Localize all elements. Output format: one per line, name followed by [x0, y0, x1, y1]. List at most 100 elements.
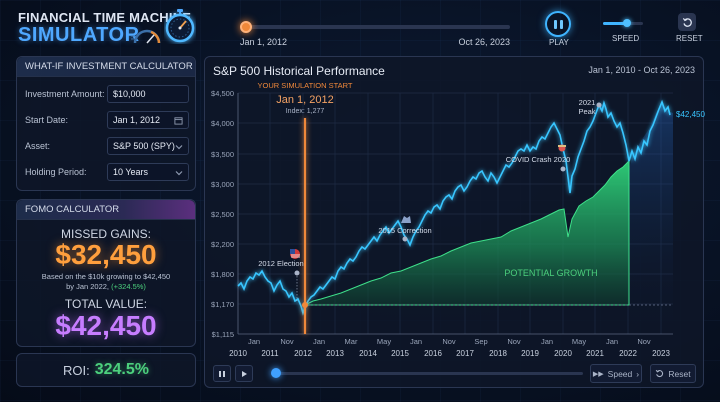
- svg-text:Jan: Jan: [313, 337, 325, 346]
- reset-button[interactable]: [678, 13, 696, 31]
- svg-text:2010: 2010: [229, 349, 247, 358]
- chevron-down-icon: [175, 145, 183, 150]
- svg-text:2011: 2011: [261, 349, 279, 358]
- playback-knob[interactable]: [271, 368, 281, 378]
- chart-speed-label: Speed: [607, 368, 633, 379]
- chart-pause-button[interactable]: [213, 365, 231, 382]
- chevron-right-icon: ›: [636, 368, 640, 379]
- y-axis-labels: $4,500 $4,000 $3,500 $3,000 $2,500 $2,200 $…: [211, 89, 234, 339]
- timeline-thumb[interactable]: [240, 21, 252, 33]
- play-label: PLAY: [549, 38, 569, 47]
- total-value-label: TOTAL VALUE:: [64, 297, 148, 311]
- start-date-label: Start Date:: [25, 115, 69, 125]
- svg-text:2020: 2020: [554, 349, 572, 358]
- asset-select[interactable]: S&P 500 (SPY): [107, 137, 189, 155]
- potential-growth-label: POTENTIAL GROWTH: [504, 268, 597, 278]
- svg-text:Nov: Nov: [280, 337, 294, 346]
- simulation-start-date: Jan 1, 2012: [276, 94, 334, 106]
- reset-label: RESET: [676, 34, 703, 43]
- flag-icon: [290, 249, 300, 259]
- chart-title: S&P 500 Historical Performance: [213, 64, 385, 78]
- svg-text:2017: 2017: [456, 349, 474, 358]
- svg-text:2015: 2015: [391, 349, 409, 358]
- svg-text:2012: 2012: [294, 349, 312, 358]
- fomo-note: Based on the $10k growing to $42,450 by …: [17, 272, 195, 292]
- roi-label: ROI:: [63, 362, 90, 378]
- speed-slider[interactable]: [603, 19, 643, 28]
- chart-reset-label: Reset: [668, 368, 691, 379]
- svg-text:Nov: Nov: [442, 337, 456, 346]
- roi-panel: ROI: 324.5%: [16, 353, 196, 387]
- svg-text:2016: 2016: [424, 349, 442, 358]
- calendar-icon[interactable]: [174, 116, 183, 125]
- svg-text:Sep: Sep: [474, 337, 487, 346]
- calculator-title: WHAT-IF INVESTMENT CALCULATOR: [17, 57, 195, 77]
- chart-reset-button[interactable]: Reset: [650, 364, 696, 383]
- fomo-calculator-panel: FOMO CALCULATOR MISSED GAINS: $32,450 Ba…: [16, 199, 196, 347]
- covid-annotation: COVID Crash 2020: [506, 155, 571, 164]
- svg-text:2013: 2013: [326, 349, 344, 358]
- app-title-line2: SIMULATOR: [18, 24, 140, 46]
- chart-playback-slider[interactable]: [267, 367, 583, 379]
- peak-annotation-label: Peak: [578, 107, 595, 116]
- svg-text:$1,170: $1,170: [211, 300, 234, 309]
- app-title-line1: FINANCIAL TIME MACHINE: [18, 10, 192, 25]
- asset-row: Asset: S&P 500 (SPY): [25, 137, 189, 155]
- svg-text:2023: 2023: [652, 349, 670, 358]
- play-icon: [242, 370, 247, 377]
- missed-gains-label: MISSED GAINS:: [60, 227, 152, 241]
- svg-text:2021: 2021: [586, 349, 604, 358]
- potential-growth-area: [304, 159, 630, 306]
- timeline-track[interactable]: [244, 25, 510, 29]
- start-date-input[interactable]: Jan 1, 2012: [107, 111, 189, 129]
- holding-period-label: Holding Period:: [25, 167, 87, 177]
- reset-icon: [656, 369, 664, 378]
- sp500-line: [237, 99, 671, 316]
- svg-text:Nov: Nov: [637, 337, 651, 346]
- x-axis-month-labels: Jan Nov Jan Mar May Jan Nov Sep Nov Jan May Jan …: [248, 337, 651, 346]
- investment-amount-row: Investment Amount: $10,000: [25, 85, 189, 103]
- pause-icon: [219, 370, 225, 377]
- timeline-slider[interactable]: Jan 1, 2012 Oct 26, 2023: [240, 20, 510, 50]
- speed-knob[interactable]: [623, 19, 631, 27]
- chart-date-range: Jan 1, 2010 - Oct 26, 2023: [588, 65, 695, 75]
- peak-annotation-year: 2021: [579, 98, 596, 107]
- svg-text:$1,800: $1,800: [211, 270, 234, 279]
- fomo-title: FOMO CALCULATOR: [17, 200, 195, 220]
- svg-text:2022: 2022: [619, 349, 637, 358]
- investment-amount-label: Investment Amount:: [25, 89, 105, 99]
- investment-amount-input[interactable]: $10,000: [107, 85, 189, 103]
- svg-text:$1,115: $1,115: [212, 330, 234, 339]
- pause-icon: [553, 19, 557, 29]
- asset-label: Asset:: [25, 141, 51, 151]
- chart-play-button[interactable]: [235, 365, 253, 382]
- holding-period-select[interactable]: 10 Years: [107, 163, 189, 181]
- holding-period-row: Holding Period: 10 Years: [25, 163, 189, 181]
- correction-annotation: 2015 Correction: [378, 226, 431, 235]
- speedometer-icon: [131, 29, 161, 44]
- svg-text:$2,500: $2,500: [211, 210, 234, 219]
- start-date-value: Jan 1, 2012: [113, 115, 161, 125]
- asset-value: S&P 500 (SPY): [113, 141, 175, 151]
- fomo-note-line1: Based on the $10k growing to $42,450: [41, 272, 171, 281]
- timeline-start-label: Jan 1, 2012: [240, 37, 288, 47]
- svg-text:$4,000: $4,000: [211, 119, 234, 128]
- svg-text:$4,500: $4,500: [211, 89, 234, 98]
- investment-amount-value: $10,000: [113, 89, 146, 99]
- chart-speed-button[interactable]: ▶▶ Speed ›: [590, 364, 642, 383]
- missed-gains-value: $32,450: [55, 239, 157, 270]
- svg-text:$3,500: $3,500: [211, 150, 234, 159]
- play-pause-button[interactable]: [545, 11, 571, 37]
- fomo-note-pct: (+324.5%): [111, 282, 146, 291]
- svg-text:May: May: [377, 337, 391, 346]
- speed-fill: [603, 22, 627, 25]
- svg-text:2019: 2019: [521, 349, 539, 358]
- pause-icon-bar: [559, 19, 563, 29]
- holding-period-value: 10 Years: [113, 167, 149, 177]
- stopwatch-icon: [165, 9, 195, 43]
- roi-value: 324.5%: [94, 361, 149, 378]
- playback-track[interactable]: [271, 372, 583, 375]
- fast-forward-icon: ▶▶: [592, 370, 604, 378]
- fomo-note-line2: by Jan 2022, (+324.5%): [17, 282, 195, 292]
